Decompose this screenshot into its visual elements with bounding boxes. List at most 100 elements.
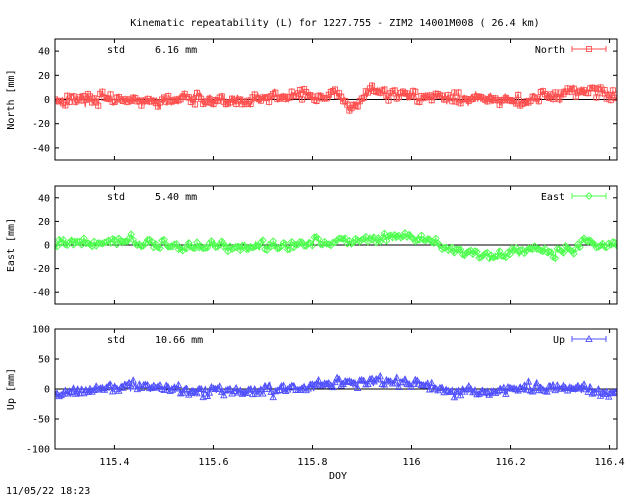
data-point [595,85,602,93]
data-point [208,99,215,106]
data-point [323,95,330,102]
data-point [180,386,189,394]
data-point [535,385,543,394]
data-point [124,98,131,105]
data-point [568,86,575,93]
data-point [501,253,510,262]
data-point [236,386,245,394]
std-label: std [107,45,125,56]
data-point [506,97,514,104]
data-point [430,93,437,100]
data-point [249,94,256,101]
y-axis-label: North [mm] [6,69,17,129]
data-point [127,230,136,239]
data-point [166,386,175,394]
data-point [309,93,316,100]
data-point [537,88,544,96]
data-point [483,248,492,257]
data-series-north [55,82,617,115]
data-point [226,242,234,251]
data-point [298,96,306,103]
data-point [455,89,462,96]
data-point [327,88,334,96]
data-point [341,234,350,242]
data-point [154,382,162,390]
data-point [214,97,221,104]
data-point [456,390,465,399]
data-point [392,373,401,381]
data-point [196,93,203,100]
data-point [460,387,469,395]
data-point [231,96,238,103]
data-point [277,382,286,390]
data-point [156,99,164,106]
data-point [413,376,422,384]
data-point [584,387,592,395]
y-tick-label: 20 [38,71,50,82]
data-point [187,388,195,396]
data-point [541,386,549,394]
data-point [193,89,201,97]
data-point [292,93,299,100]
data-point [443,96,450,103]
data-point [385,97,392,104]
data-point [278,94,285,101]
data-point [399,88,406,95]
data-point [366,85,374,92]
data-point [310,381,319,389]
data-point [527,97,534,104]
data-point [245,97,252,104]
data-point [336,90,343,97]
data-point [558,89,565,96]
data-point [589,84,596,91]
data-point [255,96,262,103]
data-point [148,383,156,391]
x-tick-label: 115.4 [99,457,129,468]
data-point [480,95,487,102]
data-point [559,249,568,257]
data-series-east [55,229,617,263]
data-point [580,380,588,388]
data-point [266,98,273,105]
data-point [541,91,548,98]
data-point [185,94,192,101]
data-point [481,388,489,396]
data-point [364,89,371,96]
data-point [381,86,388,93]
data-point [204,98,211,106]
data-point [169,97,176,104]
legend-label: Up [553,335,565,346]
data-point [175,97,182,104]
data-point [362,88,369,95]
data-point [586,236,595,245]
data-point [156,380,164,389]
data-point [161,94,168,101]
data-point [215,382,224,390]
data-point [510,384,518,392]
data-point [191,244,199,253]
data-point [611,94,617,101]
data-point [244,385,253,393]
data-point [253,94,260,101]
data-point [78,385,86,393]
data-point [352,102,359,109]
data-point [224,100,231,107]
data-point [572,93,579,100]
data-point [421,381,430,389]
data-point [335,375,343,383]
data-point [426,92,433,99]
y-tick-label: 0 [44,241,50,252]
data-point [273,386,282,394]
data-point [428,97,435,104]
data-point [447,94,454,101]
data-point [346,107,353,114]
data-point [226,384,234,392]
y-axis-label: Up [mm] [6,368,17,410]
data-point [504,382,512,391]
x-tick-label: 115.6 [198,457,228,468]
data-point [172,240,181,248]
data-point [338,93,345,100]
data-point [62,102,69,109]
data-point [147,237,156,246]
data-point [513,100,520,107]
